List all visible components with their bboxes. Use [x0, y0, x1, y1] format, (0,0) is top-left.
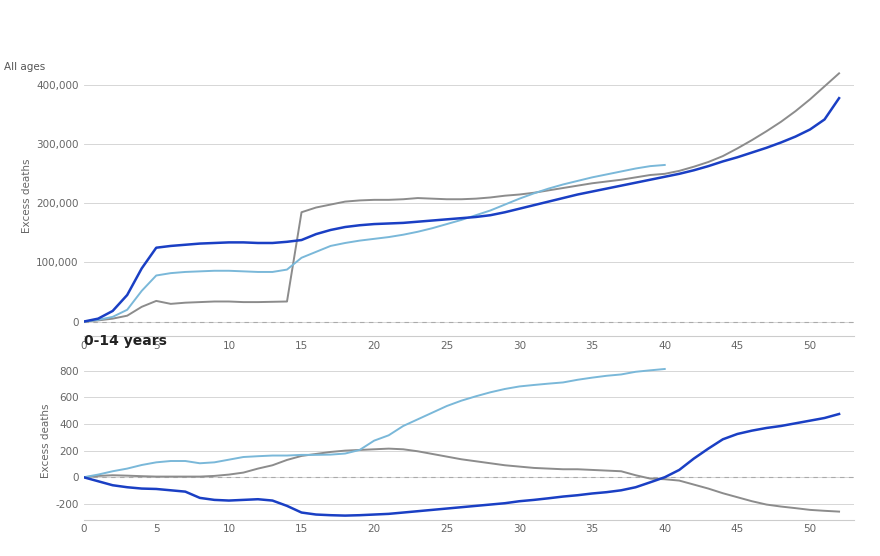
Y-axis label: Excess deaths: Excess deaths	[22, 159, 32, 233]
Text: All ages: All ages	[4, 62, 46, 72]
Text: 0-14 years: 0-14 years	[84, 334, 166, 348]
Y-axis label: Excess deaths: Excess deaths	[41, 404, 51, 478]
